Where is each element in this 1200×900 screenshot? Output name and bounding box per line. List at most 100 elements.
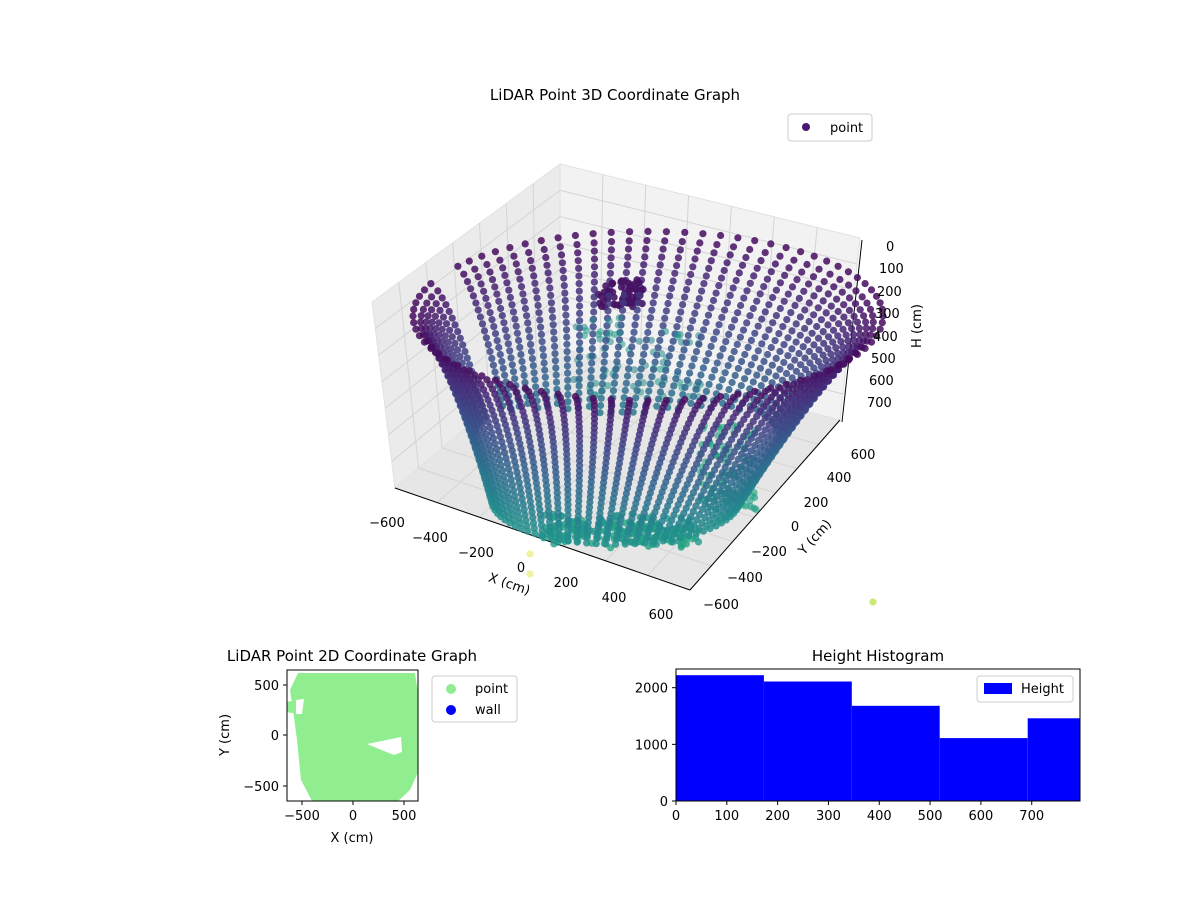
lidar-point — [501, 271, 509, 279]
gridline — [384, 268, 561, 409]
lidar-point — [746, 312, 754, 320]
x-tick-label: 0 — [672, 809, 680, 824]
lidar-point — [573, 538, 581, 546]
lidar-point — [767, 384, 775, 392]
lidar-point — [702, 318, 710, 327]
z-tick-label: 0 — [886, 240, 894, 255]
lidar-point — [592, 540, 600, 548]
lidar-point — [564, 537, 572, 545]
lidar-point — [784, 290, 792, 298]
lidar-point — [671, 269, 679, 277]
lidar-point — [560, 274, 568, 282]
lidar-point — [589, 230, 597, 238]
lidar-point — [512, 260, 520, 268]
lidar-point — [523, 522, 531, 530]
histogram-bar — [676, 675, 764, 801]
lidar-point — [676, 534, 685, 542]
lidar-point — [508, 505, 516, 513]
lidar-point — [769, 319, 777, 327]
histogram-frame — [675, 668, 1081, 802]
lidar-point — [731, 473, 739, 481]
chart-2d-legend: point wall — [431, 675, 518, 723]
lidar-point — [741, 375, 749, 383]
lidar-point — [750, 272, 758, 280]
lidar-point — [744, 368, 752, 376]
lidar-point — [553, 483, 561, 492]
lidar-point — [555, 535, 563, 544]
lidar-point — [681, 293, 689, 301]
x-tick-label: 600 — [649, 608, 674, 623]
lidar-point — [531, 376, 539, 384]
lidar-point — [689, 392, 698, 400]
lidar-point — [511, 492, 519, 500]
lidar-point — [830, 283, 838, 291]
lidar-point — [751, 237, 759, 245]
lidar-point — [734, 468, 742, 476]
lidar-point — [507, 354, 515, 362]
lidar-point — [779, 411, 787, 420]
lidar-point — [839, 325, 847, 333]
lidar-point — [590, 270, 599, 279]
lidar-point — [640, 350, 648, 358]
lidar-point — [787, 401, 795, 409]
lidar-point — [661, 237, 669, 245]
lidar-point — [529, 513, 537, 522]
lidar-point — [737, 301, 745, 310]
lidar-point — [626, 357, 634, 366]
lidar-point — [722, 476, 730, 484]
x-tick-label: 400 — [867, 809, 892, 824]
lidar-point — [761, 333, 769, 341]
lidar-point — [520, 506, 528, 514]
lidar-point — [809, 376, 818, 384]
lidar-point — [776, 304, 784, 313]
lidar-point — [477, 280, 485, 288]
lidar-point — [580, 331, 589, 340]
lidar-point — [417, 318, 425, 326]
lidar-point — [696, 239, 704, 247]
lidar-point — [504, 340, 512, 348]
lidar-point — [704, 311, 713, 319]
lidar-point — [772, 410, 781, 418]
gridline — [599, 174, 604, 359]
lidar-point — [562, 326, 571, 334]
lidar-point — [528, 264, 536, 272]
lidar-point — [563, 333, 571, 341]
lidar-point — [674, 254, 683, 262]
lidar-point — [564, 526, 572, 535]
lidar-point — [465, 257, 473, 265]
lidar-point — [836, 275, 844, 284]
lidar-point — [833, 295, 841, 303]
lidar-point — [629, 408, 637, 416]
lidar-point — [662, 366, 670, 374]
lidar-point — [494, 450, 502, 458]
lidar-point — [424, 312, 432, 320]
lidar-point — [676, 360, 684, 368]
y-tick-label: 0 — [791, 520, 799, 535]
lidar-point — [575, 497, 583, 505]
lidar-point — [725, 492, 734, 500]
lidar-point — [633, 276, 641, 284]
lidar-point — [564, 496, 572, 504]
lidar-point — [586, 388, 594, 396]
lidar-point — [527, 347, 536, 356]
lidar-point — [532, 287, 540, 295]
lidar-point — [713, 241, 721, 249]
lidar-point — [698, 287, 706, 295]
lidar-point — [772, 399, 781, 407]
lidar-point — [499, 364, 507, 372]
lidar-point — [791, 396, 799, 404]
lidar-point — [810, 341, 818, 349]
lidar-point — [660, 374, 668, 382]
lidar-point — [705, 380, 713, 388]
lidar-point — [756, 443, 765, 451]
lidar-point — [810, 352, 819, 361]
lidar-point — [667, 345, 675, 353]
lidar-point — [775, 417, 783, 425]
lidar-point — [427, 344, 435, 352]
lidar-point — [758, 315, 766, 323]
lidar-point — [596, 335, 604, 343]
lidar-point — [588, 352, 596, 360]
x-tick-label: 500 — [918, 809, 943, 824]
lidar-point — [602, 282, 610, 290]
lidar-point — [558, 259, 567, 267]
